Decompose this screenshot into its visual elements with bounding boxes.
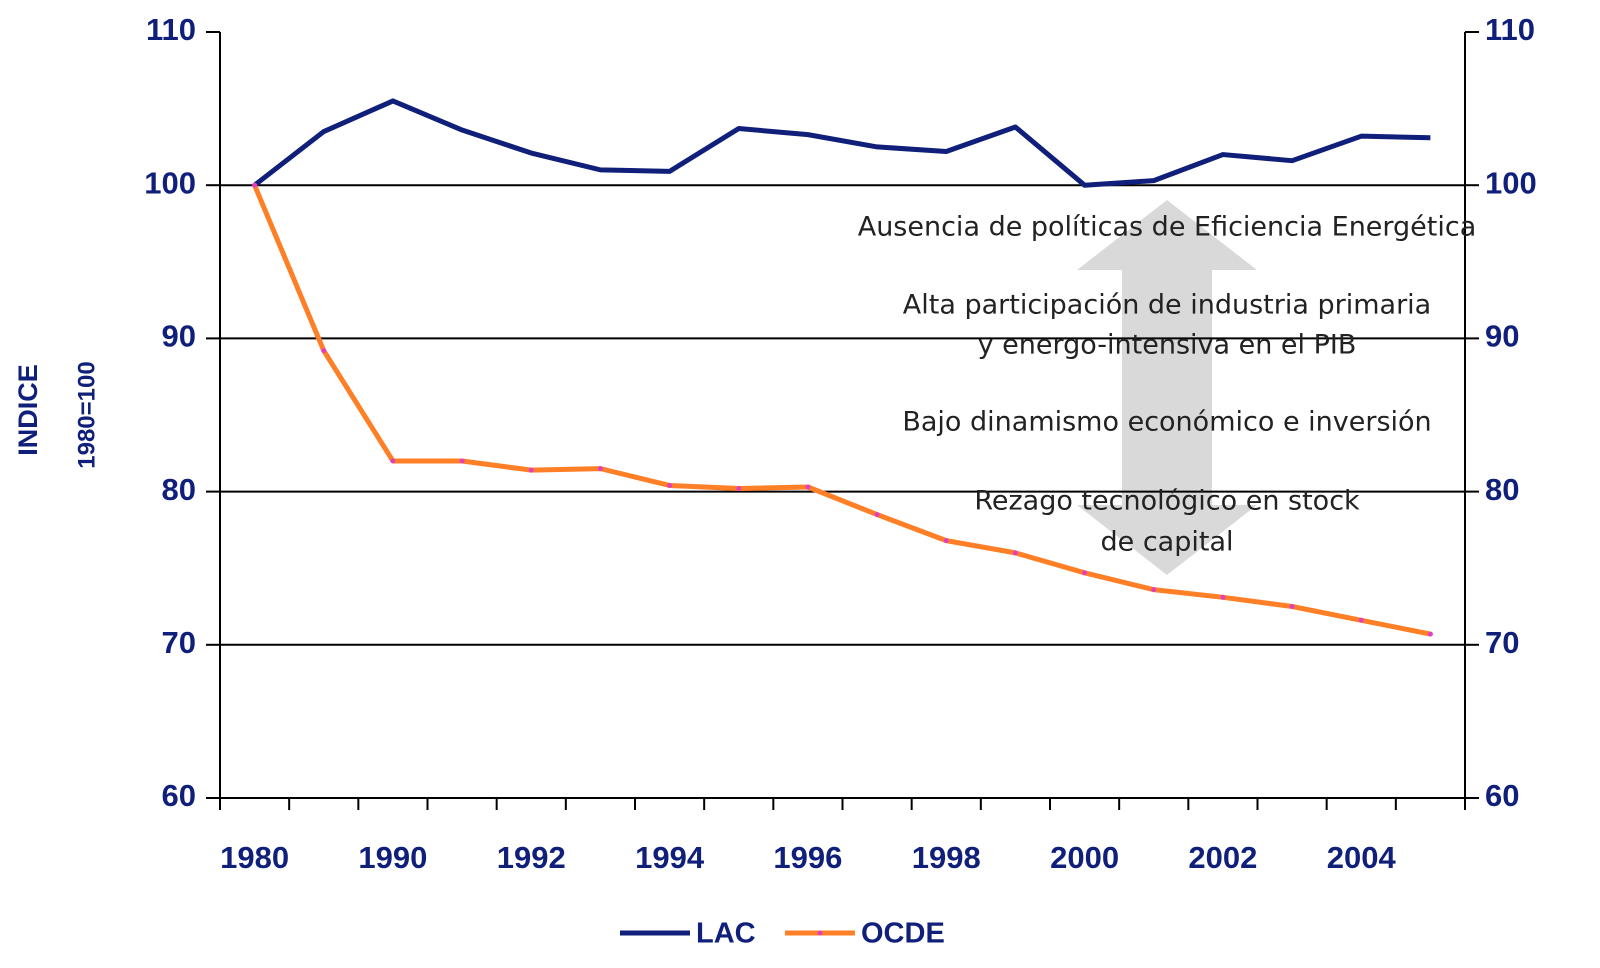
y-tick-label: 110	[146, 12, 196, 47]
point	[1220, 594, 1226, 600]
point	[805, 484, 811, 490]
point	[252, 182, 258, 188]
point	[597, 466, 603, 472]
series-line	[253, 98, 1431, 188]
point	[528, 467, 534, 473]
annotation: Bajo dinamismo económico e inversión	[902, 407, 1431, 438]
annotation: de capital	[1101, 527, 1234, 558]
x-tick-label: 1980	[220, 840, 289, 875]
y-tick-label: 90	[162, 319, 196, 354]
x-tick-label: 1998	[912, 840, 981, 875]
point	[1427, 631, 1433, 637]
y-tick-label: 100	[144, 165, 196, 200]
x-tick-label: 2004	[1327, 840, 1397, 875]
y2-tick-label: 90	[1485, 319, 1519, 354]
annotation: Rezago tecnológico en stock	[974, 486, 1360, 517]
x-tick-label: 2002	[1188, 840, 1257, 875]
y-tick-label: 60	[162, 778, 196, 813]
y2-tick-label: 60	[1485, 778, 1519, 813]
annotation: y energo-intensiva en el PIB	[978, 330, 1357, 361]
point	[1012, 550, 1018, 556]
legend-marker	[817, 930, 823, 936]
point	[667, 482, 673, 488]
x-tick-label: 1994	[635, 840, 705, 875]
point	[943, 538, 949, 544]
y-axis-label: INDICE	[13, 364, 43, 456]
y-tick-label: 80	[162, 472, 196, 507]
point	[736, 486, 742, 492]
point	[1358, 617, 1364, 623]
point	[390, 458, 396, 464]
y-tick-label: 70	[162, 625, 196, 660]
x-tick-label: 1992	[497, 840, 566, 875]
legend-label: LAC	[696, 918, 756, 950]
point	[1151, 587, 1157, 593]
y2-tick-label: 80	[1485, 472, 1519, 507]
series-line	[252, 184, 1431, 637]
point	[321, 348, 327, 354]
y2-tick-label: 70	[1485, 625, 1519, 660]
point	[1289, 604, 1295, 609]
annotation: Alta participación de industria primaria	[903, 290, 1431, 321]
x-tick-label: 1996	[773, 840, 842, 875]
point	[874, 512, 880, 518]
y-axis-label: 1980=100	[73, 361, 100, 468]
point	[1082, 570, 1088, 576]
x-tick-label: 2000	[1050, 840, 1119, 875]
y2-tick-label: 100	[1485, 165, 1537, 200]
point	[459, 458, 465, 464]
y2-tick-label: 110	[1485, 12, 1535, 47]
arrow	[1077, 200, 1257, 575]
x-tick-label: 1990	[358, 840, 427, 875]
legend-label: OCDE	[861, 918, 945, 950]
annotation: Ausencia de políticas de Eficiencia Ener…	[858, 212, 1477, 243]
